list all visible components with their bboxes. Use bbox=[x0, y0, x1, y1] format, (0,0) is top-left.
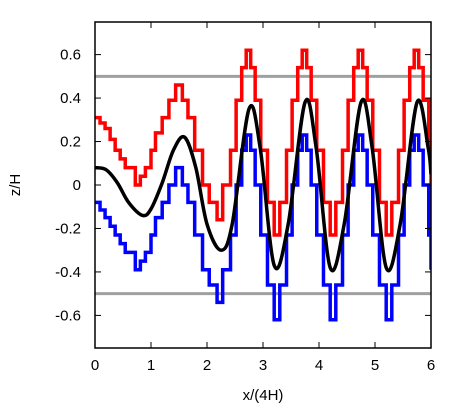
series-line-black bbox=[95, 97, 431, 273]
x-tick-label: 2 bbox=[203, 357, 211, 374]
series-line-red bbox=[95, 48, 431, 237]
y-axis: -0.6 -0.4 -0.2 0 0.2 0.4 0.6 bbox=[55, 47, 431, 324]
x-tick-label: 5 bbox=[371, 357, 379, 374]
y-tick-label: -0.4 bbox=[55, 264, 81, 281]
y-tick-label: 0 bbox=[73, 177, 81, 194]
x-tick-label: 4 bbox=[315, 357, 323, 374]
y-tick-label: 0.2 bbox=[60, 134, 81, 151]
y-axis-title: z/H bbox=[7, 174, 24, 197]
x-axis: 0 1 2 3 4 5 6 bbox=[91, 22, 435, 374]
x-tick-label: 0 bbox=[91, 357, 99, 374]
y-tick-label: -0.2 bbox=[55, 220, 81, 237]
y-tick-label: -0.6 bbox=[55, 307, 81, 324]
x-axis-title: x/(4H) bbox=[243, 387, 284, 404]
x-tick-label: 6 bbox=[427, 357, 435, 374]
series-layer bbox=[95, 48, 431, 322]
x-tick-label: 1 bbox=[147, 357, 155, 374]
reference-lines bbox=[95, 74, 431, 296]
y-tick-label: 0.6 bbox=[60, 47, 81, 64]
y-tick-label: 0.4 bbox=[60, 90, 81, 107]
series-line-blue bbox=[95, 133, 431, 322]
x-tick-label: 3 bbox=[259, 357, 267, 374]
